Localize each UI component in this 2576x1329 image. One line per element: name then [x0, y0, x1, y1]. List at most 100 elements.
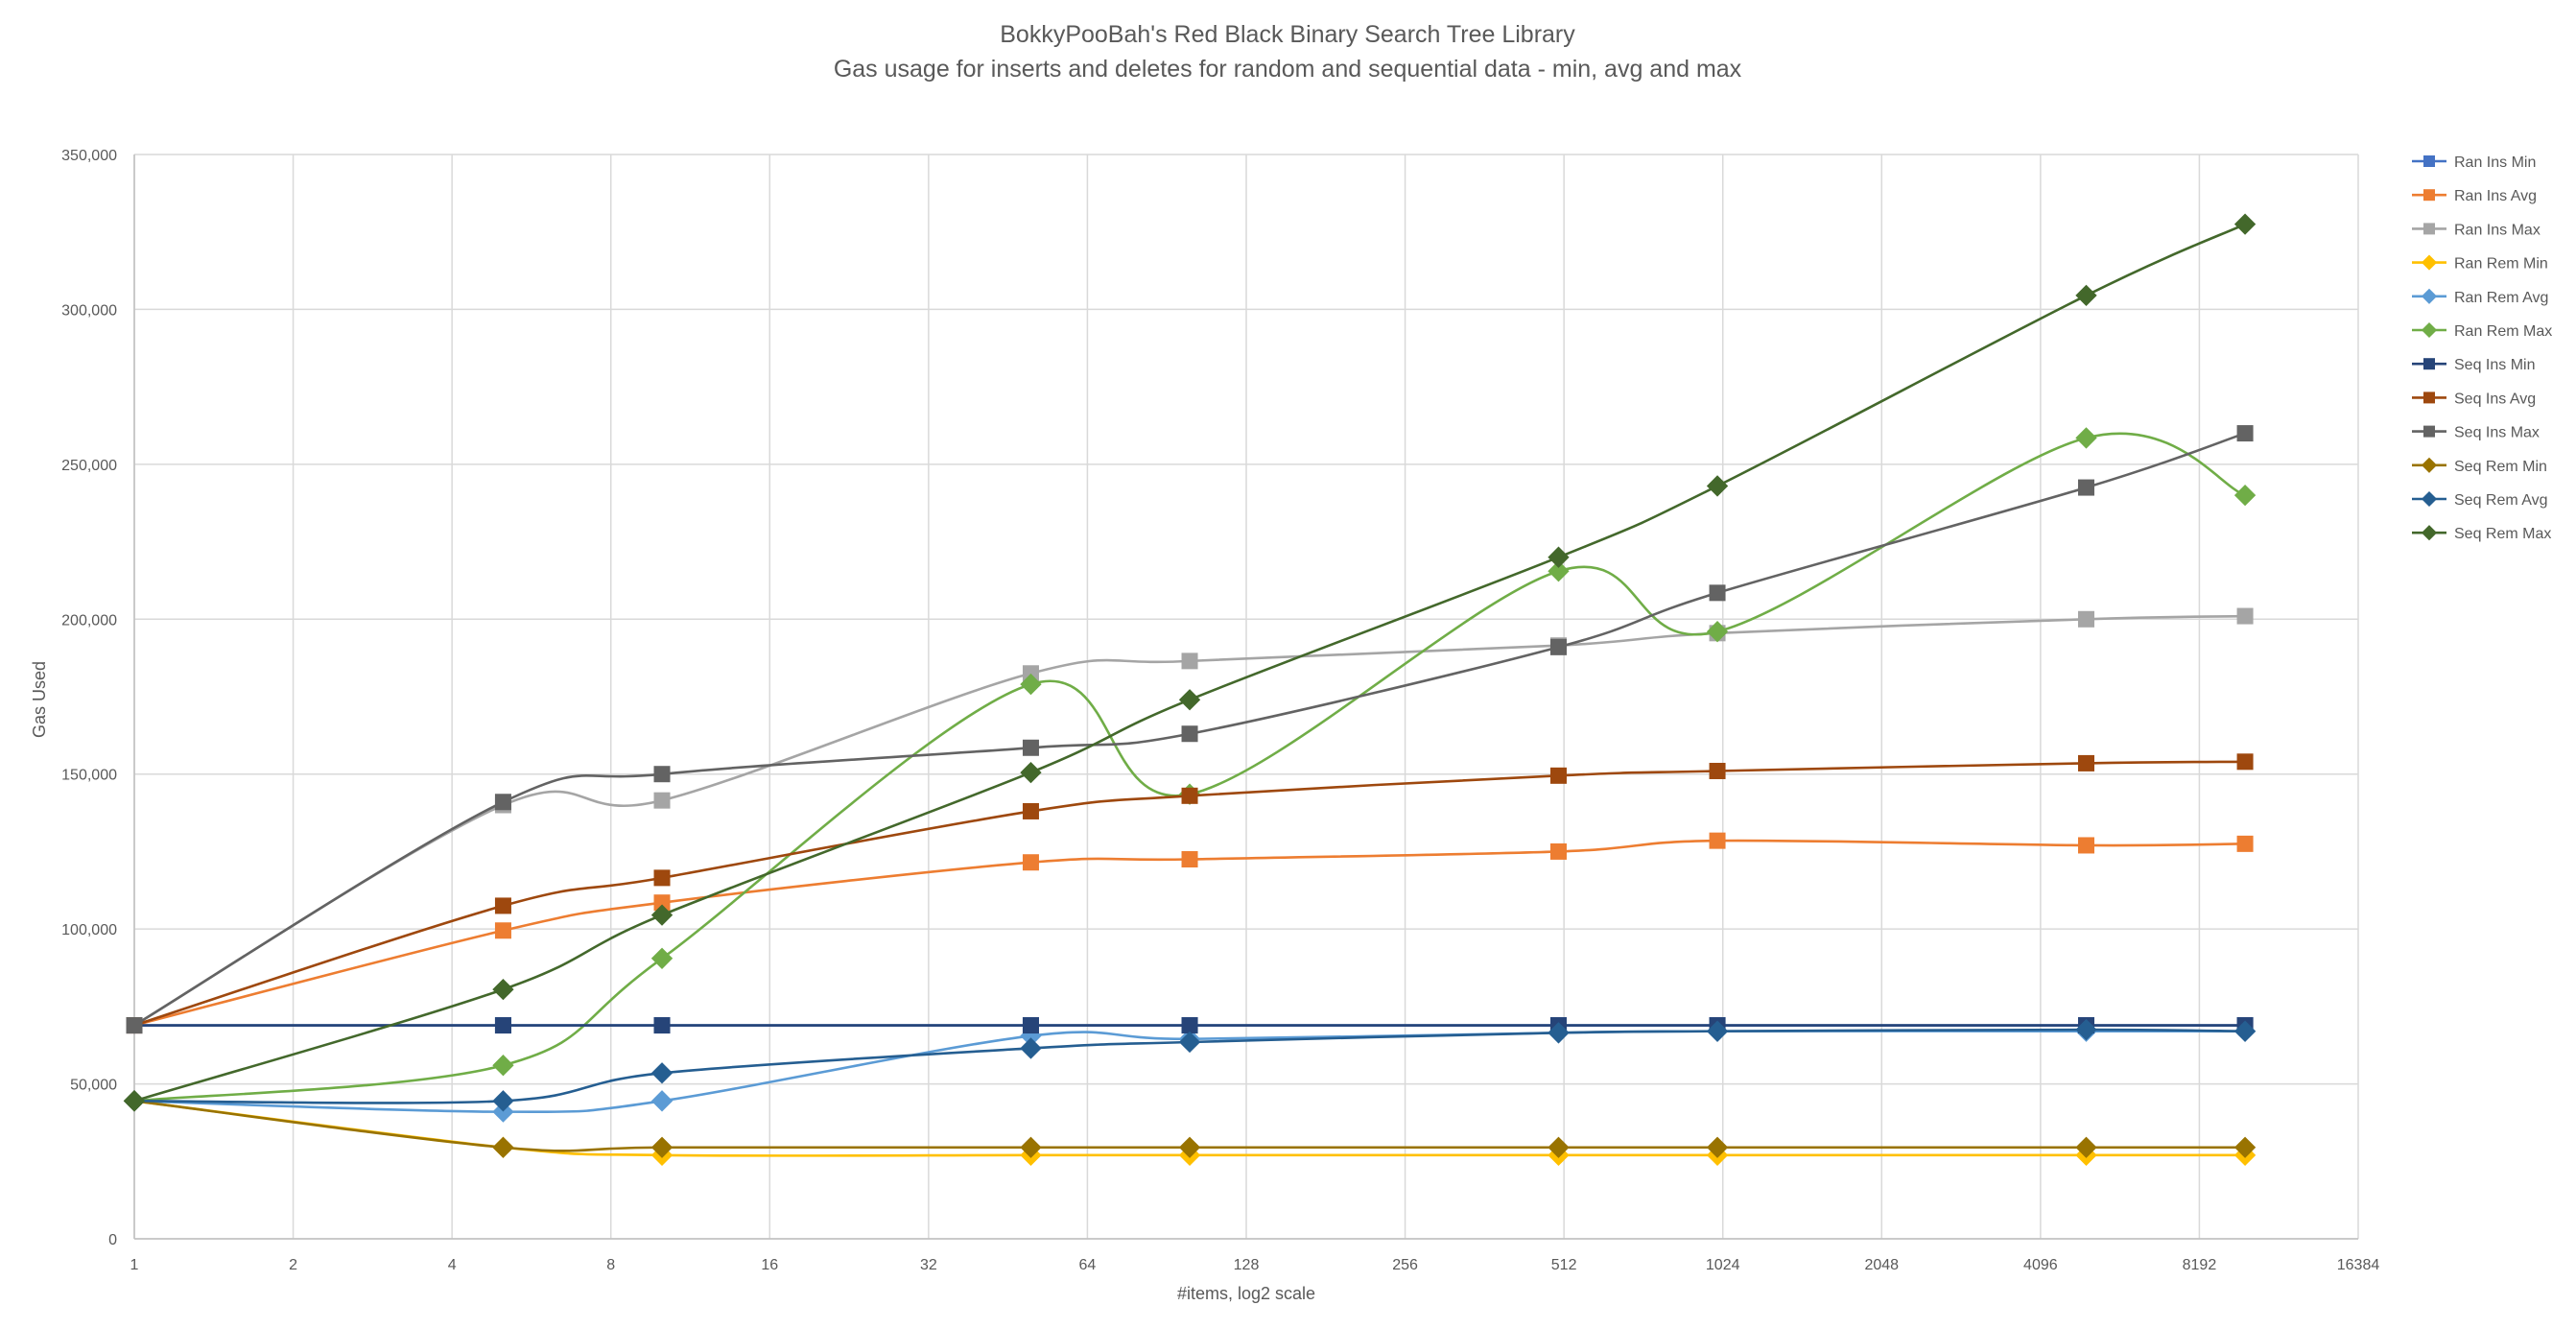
legend-marker: [2423, 425, 2435, 438]
data-point-ran-ins-max: [2077, 610, 2094, 628]
legend-marker: [2421, 490, 2438, 508]
data-point-seq-ins-min: [1181, 1017, 1198, 1034]
data-point-ran-rem-max: [1706, 621, 1729, 643]
data-point-seq-ins-avg: [1709, 762, 1726, 779]
legend-label: Seq Rem Max: [2454, 526, 2551, 542]
legend-item-ran-ins-avg: Ran Ins Avg: [2412, 188, 2537, 204]
data-point-ran-ins-avg: [1549, 842, 1567, 860]
data-point-ran-rem-max: [492, 1055, 514, 1077]
legend-item-seq-rem-min: Seq Rem Min: [2412, 457, 2547, 475]
chart-title: BokkyPooBah's Red Black Binary Search Tr…: [1000, 21, 1575, 48]
legend-marker: [2421, 525, 2438, 541]
legend: Ran Ins Min Ran Ins Avg Ran Ins Max Ran Rem…: [2412, 154, 2552, 542]
series-line-seq-ins-max: [132, 432, 2247, 1027]
y-tick-label: 150,000: [61, 768, 117, 784]
data-point-seq-ins-max: [1549, 638, 1567, 655]
data-point-seq-ins-avg: [2236, 753, 2254, 771]
legend-label: Ran Ins Min: [2454, 154, 2536, 171]
data-point-seq-rem-avg: [1178, 1031, 1201, 1054]
legend-label: Ran Ins Max: [2454, 222, 2541, 238]
legend-label: Seq Ins Min: [2454, 357, 2535, 373]
data-point-seq-rem-avg: [1706, 1020, 1729, 1042]
x-tick-label: 16: [761, 1257, 778, 1273]
x-tick-labels: 1 2 4 8 16 32 64 128 256 512 1024 2048 4096 8192 16384: [130, 1257, 2380, 1273]
legend-label: Ran Rem Min: [2454, 256, 2548, 273]
y-tick-label: 200,000: [61, 612, 117, 629]
legend-marker: [2423, 392, 2435, 404]
data-point-ran-ins-max: [653, 792, 671, 809]
legend-item-seq-rem-max: Seq Rem Max: [2412, 525, 2551, 542]
x-tick-label: 128: [1234, 1257, 1260, 1273]
data-point-ran-ins-max: [2236, 607, 2254, 625]
x-tick-label: 32: [920, 1257, 937, 1273]
legend-item-seq-ins-avg: Seq Ins Avg: [2412, 391, 2536, 407]
legend-marker: [2423, 223, 2435, 235]
series-ran-ins-avg: [126, 832, 2254, 1034]
data-point-seq-rem-min: [1020, 1136, 1042, 1158]
data-point-ran-ins-avg: [1709, 832, 1726, 849]
chart-subtitle: Gas usage for inserts and deletes for ra…: [834, 56, 1742, 83]
data-point-seq-ins-max: [126, 1017, 143, 1034]
axes: [133, 154, 2358, 1240]
data-point-seq-rem-min: [650, 1136, 674, 1158]
data-point-ran-rem-max: [1020, 673, 1042, 696]
legend-item-ran-rem-avg: Ran Rem Avg: [2412, 288, 2548, 306]
x-tick-label: 8: [606, 1257, 615, 1273]
legend-marker: [2421, 321, 2438, 339]
data-point-seq-ins-max: [494, 794, 511, 811]
data-point-seq-rem-max: [650, 904, 674, 926]
data-point-seq-ins-avg: [1549, 767, 1567, 784]
y-tick-label: 100,000: [61, 922, 117, 938]
x-tick-label: 2: [289, 1257, 297, 1273]
data-point-ran-ins-max: [1181, 653, 1198, 670]
x-axis-label: #items, log2 scale: [1177, 1284, 1315, 1303]
series-seq-ins-avg: [126, 753, 2254, 1034]
data-point-ran-rem-avg: [492, 1101, 514, 1123]
data-point-ran-rem-max: [2233, 484, 2257, 507]
legend-item-ran-ins-max: Ran Ins Max: [2412, 222, 2541, 238]
x-tick-label: 256: [1392, 1257, 1418, 1273]
legend-label: Ran Rem Max: [2454, 323, 2552, 340]
y-tick-label: 300,000: [61, 302, 117, 319]
data-point-seq-ins-avg: [653, 869, 671, 887]
data-point-seq-rem-avg: [650, 1062, 674, 1084]
legend-item-seq-ins-min: Seq Ins Min: [2412, 357, 2535, 373]
data-point-ran-rem-max: [2075, 427, 2097, 449]
legend-marker: [2421, 254, 2438, 271]
data-point-seq-ins-max: [653, 766, 671, 783]
legend-label: Seq Rem Min: [2454, 459, 2547, 475]
x-tick-label: 1024: [1706, 1257, 1740, 1273]
series-group: [123, 213, 2257, 1166]
series-seq-rem-max: [123, 213, 2257, 1112]
data-point-seq-rem-avg: [1020, 1037, 1042, 1059]
legend-item-seq-rem-avg: Seq Rem Avg: [2412, 490, 2548, 509]
data-point-seq-rem-min: [2075, 1136, 2097, 1158]
x-tick-label: 4096: [2023, 1257, 2058, 1273]
y-tick-label: 250,000: [61, 458, 117, 474]
legend-label: Seq Ins Max: [2454, 425, 2540, 441]
data-point-seq-ins-avg: [1181, 787, 1198, 804]
data-point-seq-rem-max: [1178, 689, 1201, 711]
data-point-seq-rem-max: [123, 1090, 146, 1112]
data-point-seq-rem-avg: [492, 1090, 514, 1112]
data-point-ran-ins-max: [1022, 665, 1039, 682]
data-point-seq-rem-avg: [2233, 1020, 2257, 1042]
data-point-seq-rem-min: [492, 1136, 514, 1158]
legend-item-seq-ins-max: Seq Ins Max: [2412, 425, 2540, 441]
x-tick-label: 64: [1079, 1257, 1097, 1273]
data-point-seq-rem-max: [1548, 546, 1570, 568]
data-point-seq-rem-min: [1178, 1136, 1201, 1158]
data-point-seq-ins-max: [1709, 584, 1726, 602]
legend-marker: [2423, 189, 2435, 202]
legend-label: Seq Rem Avg: [2454, 492, 2548, 509]
legend-label: Ran Rem Avg: [2454, 290, 2548, 306]
series-line-ran-ins-max: [132, 614, 2247, 1027]
data-point-ran-ins-avg: [2236, 835, 2254, 852]
data-point-seq-rem-min: [2233, 1136, 2257, 1158]
x-tick-label: 16384: [2337, 1257, 2380, 1273]
data-point-seq-rem-max: [492, 978, 514, 1001]
data-point-seq-ins-max: [1022, 739, 1039, 756]
grid: [133, 154, 2359, 1240]
